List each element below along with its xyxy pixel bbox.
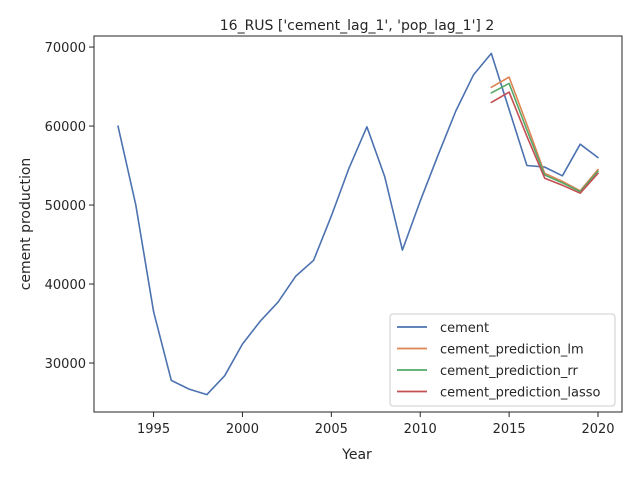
y-axis: 30000 40000 50000 60000 70000 (45, 41, 94, 372)
series-line-cement (117, 52, 599, 396)
x-tick-label: 2000 (226, 422, 259, 437)
x-tick-label: 2005 (315, 422, 348, 437)
y-tick-label: 60000 (45, 120, 86, 135)
legend-label: cement_prediction_rr (440, 364, 578, 379)
x-tick-label: 1995 (137, 422, 170, 437)
x-axis: 1995 2000 2005 2010 2015 2020 (137, 412, 615, 437)
y-axis-label: cement production (18, 158, 34, 291)
legend-label: cement (440, 321, 489, 336)
y-tick-label: 40000 (45, 278, 86, 293)
legend-label: cement_prediction_lm (440, 343, 584, 358)
plot-frame (93, 35, 623, 413)
series-line-cement-prediction-rr (490, 82, 599, 193)
x-tick-label: 2020 (581, 422, 614, 437)
series-lines (117, 52, 599, 396)
y-tick-label: 30000 (45, 357, 86, 372)
y-tick-label: 50000 (45, 199, 86, 214)
chart-title: 16_RUS ['cement_lag_1', 'pop_lag_1'] 2 (220, 18, 495, 34)
legend: cement cement_prediction_lm cement_predict… (389, 313, 616, 407)
y-tick-label: 70000 (45, 41, 86, 56)
series-line-cement-prediction-lasso (490, 91, 599, 194)
x-tick-label: 2015 (493, 422, 526, 437)
legend-box (389, 313, 616, 407)
x-axis-label: Year (341, 447, 372, 463)
x-tick-label: 2010 (404, 422, 437, 437)
legend-label: cement_prediction_lasso (440, 386, 600, 401)
